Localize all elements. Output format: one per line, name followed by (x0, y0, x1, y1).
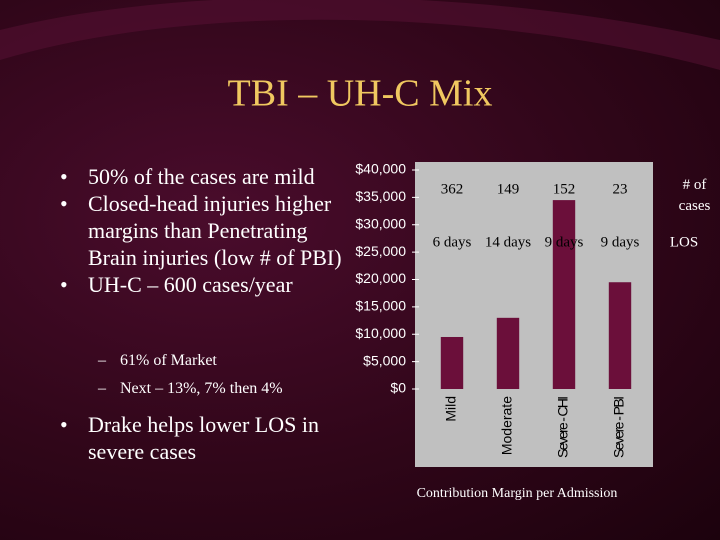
y-tick-label: $15,000 (355, 298, 406, 314)
bullet: 50% of the cases are mild (60, 163, 350, 190)
sub-bullet: Next – 13%, 7% then 4% (98, 375, 358, 403)
bar (608, 282, 632, 389)
bar (552, 200, 576, 389)
x-tick-label: Moderate (499, 396, 515, 455)
y-tick-label: $25,000 (355, 243, 406, 259)
case-count: 152 (553, 181, 576, 197)
x-axis-title: Contribution Margin per Admission (417, 486, 618, 501)
bar (440, 336, 464, 389)
los-value: 9 days (601, 234, 640, 250)
x-tick-label: Severe - PBI (611, 396, 627, 458)
slide-title: TBI – UH-C Mix (228, 73, 493, 115)
case-count-label: # of cases (678, 177, 711, 214)
y-tick-label: $35,000 (355, 188, 406, 204)
y-tick-label: $5,000 (363, 352, 406, 368)
x-tick-label: Mild (443, 396, 459, 422)
bullet: Drake helps lower LOS in severe cases (60, 411, 350, 465)
los-value: 14 days (485, 234, 531, 250)
bullet: UH-C – 600 cases/year (60, 271, 350, 298)
sub-bullet-list: 61% of MarketNext – 13%, 7% then 4% (98, 347, 358, 403)
bullet-list: 50% of the cases are mildClosed-head inj… (60, 163, 350, 298)
bar (496, 317, 520, 389)
los-value: 9 days (545, 234, 584, 250)
decoration (0, 0, 720, 70)
y-tick-label: $10,000 (355, 325, 406, 341)
y-tick-label: $40,000 (355, 161, 406, 177)
bullet-list: Drake helps lower LOS in severe cases (60, 411, 350, 465)
case-count: 362 (441, 181, 464, 197)
bullet: Closed-head injuries higher margins than… (60, 190, 350, 271)
x-tick-label: Severe - CHI (555, 396, 571, 458)
y-tick-label: $30,000 (355, 215, 406, 231)
case-count: 23 (613, 181, 628, 197)
y-tick-label: $20,000 (355, 270, 406, 286)
los-value: 6 days (433, 234, 472, 250)
case-count: 149 (497, 181, 520, 197)
sub-bullet: 61% of Market (98, 347, 358, 375)
y-tick-label: $0 (390, 380, 406, 396)
los-label: LOS (670, 234, 698, 250)
